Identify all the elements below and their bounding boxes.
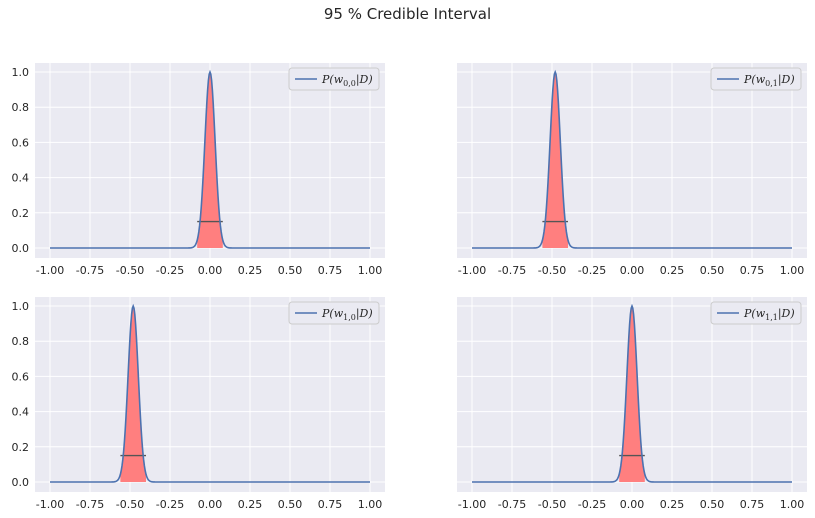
x-tick-label: -0.50 [538, 264, 566, 277]
x-tick-label: 1.00 [358, 498, 383, 511]
x-tick-label: -0.50 [116, 264, 144, 277]
y-tick-label: 0.4 [12, 172, 30, 185]
legend-label: P(w0,1|D) [743, 73, 795, 88]
credible-interval-area [120, 306, 146, 482]
y-tick-label: 0.0 [12, 476, 30, 489]
legend: P(w1,1|D) [710, 301, 802, 325]
x-tick-label: 0.00 [198, 264, 223, 277]
x-tick-label: -1.00 [458, 264, 486, 277]
legend: P(w0,0|D) [288, 67, 380, 91]
x-tick-label: 1.00 [780, 498, 805, 511]
posterior-curve [472, 69, 792, 249]
legend-box [288, 301, 380, 325]
x-tick-label: 0.50 [700, 498, 725, 511]
x-tick-label: -0.50 [116, 498, 144, 511]
x-tick-label: -0.25 [578, 264, 606, 277]
x-tick-label: 0.75 [740, 498, 765, 511]
posterior-curve [50, 69, 370, 249]
legend-box [288, 67, 380, 91]
credible-interval-area [197, 72, 223, 248]
x-tick-label: 1.00 [358, 264, 383, 277]
legend-label: P(w1,1|D) [743, 307, 795, 322]
y-tick-label: 0.8 [12, 335, 30, 348]
credible-interval-area [542, 72, 568, 248]
credible-interval-area [619, 306, 645, 482]
x-tick-label: -1.00 [36, 264, 64, 277]
x-tick-label: 0.25 [238, 498, 263, 511]
legend-box [710, 301, 802, 325]
subplot-3: -1.00 -0.75 -0.50 -0.25 0.00 0.25 0.50 0.75 1.00… [12, 297, 385, 511]
x-tick-label: 1.00 [780, 264, 805, 277]
x-tick-label: 0.50 [278, 264, 303, 277]
x-tick-label: -1.00 [458, 498, 486, 511]
x-tick-label: -0.25 [578, 498, 606, 511]
x-tick-label: -0.75 [498, 264, 526, 277]
x-tick-label: -0.75 [76, 264, 104, 277]
y-tick-label: 1.0 [12, 66, 30, 79]
x-tick-label: 0.00 [620, 264, 645, 277]
y-tick-label: 0.2 [12, 441, 30, 454]
posterior-curve [50, 303, 370, 483]
x-tick-label: 0.25 [660, 264, 685, 277]
x-tick-label: -0.25 [156, 498, 184, 511]
legend-label: P(w1,0|D) [321, 307, 373, 322]
legend: P(w1,0|D) [288, 301, 380, 325]
subplot-4: -1.00 -0.75 -0.50 -0.25 0.00 0.25 0.50 0.75 1.00… [457, 297, 807, 511]
y-tick-label: 0.8 [12, 101, 30, 114]
x-tick-label: 0.50 [278, 498, 303, 511]
x-tick-label: 0.25 [238, 264, 263, 277]
legend: P(w0,1|D) [710, 67, 802, 91]
x-tick-label: -0.75 [498, 498, 526, 511]
subplot-1: -1.00 -0.75 -0.50 -0.25 0.00 0.25 0.50 0.75 1.00… [12, 63, 385, 277]
y-tick-label: 0.2 [12, 207, 30, 220]
x-tick-label: 0.25 [660, 498, 685, 511]
figure-title: 95 % Credible Interval [323, 5, 492, 23]
y-tick-label: 0.0 [12, 242, 30, 255]
x-tick-label: 0.75 [740, 264, 765, 277]
legend-label: P(w0,0|D) [321, 73, 373, 88]
x-tick-label: -0.50 [538, 498, 566, 511]
y-tick-label: 0.4 [12, 406, 30, 419]
x-tick-label: 0.75 [318, 498, 343, 511]
x-tick-label: -0.25 [156, 264, 184, 277]
y-tick-label: 0.6 [12, 370, 30, 383]
legend-box [710, 67, 802, 91]
y-tick-label: 0.6 [12, 136, 30, 149]
x-tick-label: 0.75 [318, 264, 343, 277]
x-tick-label: -1.00 [36, 498, 64, 511]
posterior-curve [472, 303, 792, 483]
subplot-2: -1.00 -0.75 -0.50 -0.25 0.00 0.25 0.50 0.75 1.00… [457, 63, 807, 277]
x-tick-label: 0.00 [198, 498, 223, 511]
x-tick-label: 0.00 [620, 498, 645, 511]
x-tick-label: -0.75 [76, 498, 104, 511]
x-tick-label: 0.50 [700, 264, 725, 277]
y-tick-label: 1.0 [12, 300, 30, 313]
